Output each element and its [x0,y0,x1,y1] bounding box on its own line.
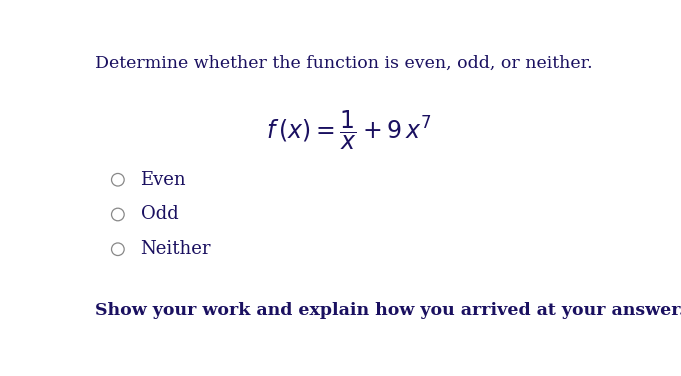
Text: Even: Even [140,171,186,189]
Text: $f\,(x) = \dfrac{1}{x} + 9\,x^{7}$: $f\,(x) = \dfrac{1}{x} + 9\,x^{7}$ [266,109,432,152]
Text: Odd: Odd [140,206,178,223]
Text: Determine whether the function is even, odd, or neither.: Determine whether the function is even, … [95,55,592,72]
Text: Neither: Neither [140,240,211,258]
Text: Show your work and explain how you arrived at your answer.: Show your work and explain how you arriv… [95,302,681,319]
